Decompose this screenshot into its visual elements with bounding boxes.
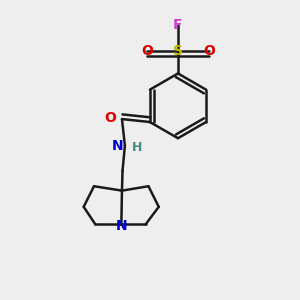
Text: H: H: [132, 141, 142, 154]
Text: O: O: [104, 111, 116, 124]
Text: O: O: [141, 44, 153, 58]
Text: N: N: [116, 219, 127, 233]
Text: F: F: [173, 18, 183, 32]
Text: O: O: [203, 44, 215, 58]
Text: S: S: [173, 44, 183, 58]
Text: N: N: [112, 139, 123, 153]
